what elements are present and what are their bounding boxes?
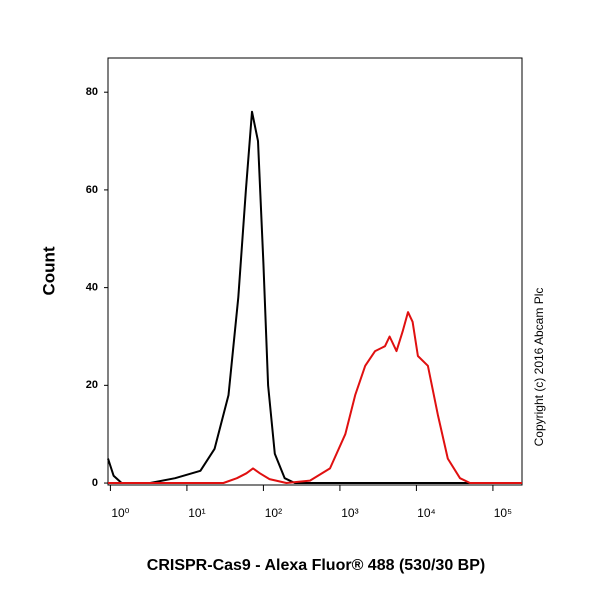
x-tick-label: 10⁴	[417, 506, 436, 520]
x-tick-label: 10³	[341, 506, 358, 520]
y-tick-label: 40	[86, 282, 98, 294]
y-tick-label: 60	[86, 184, 98, 196]
copyright: Copyright (c) 2016 Abcam Plc	[532, 288, 546, 447]
x-tick-label: 10⁵	[494, 506, 512, 520]
histogram-line	[108, 311, 522, 484]
y-tick-label: 80	[86, 86, 98, 98]
x-tick-label: 10¹	[188, 506, 205, 520]
x-axis-label: CRISPR-Cas9 - Alexa Fluor® 488 (530/30 B…	[147, 557, 485, 574]
y-tick-label: 0	[92, 477, 98, 489]
x-tick-label: 10⁰	[111, 506, 129, 520]
y-axis-label: Count	[39, 246, 58, 295]
plot-frame	[107, 57, 523, 486]
y-tick-label: 20	[86, 379, 98, 391]
x-tick-label: 10²	[265, 506, 282, 520]
